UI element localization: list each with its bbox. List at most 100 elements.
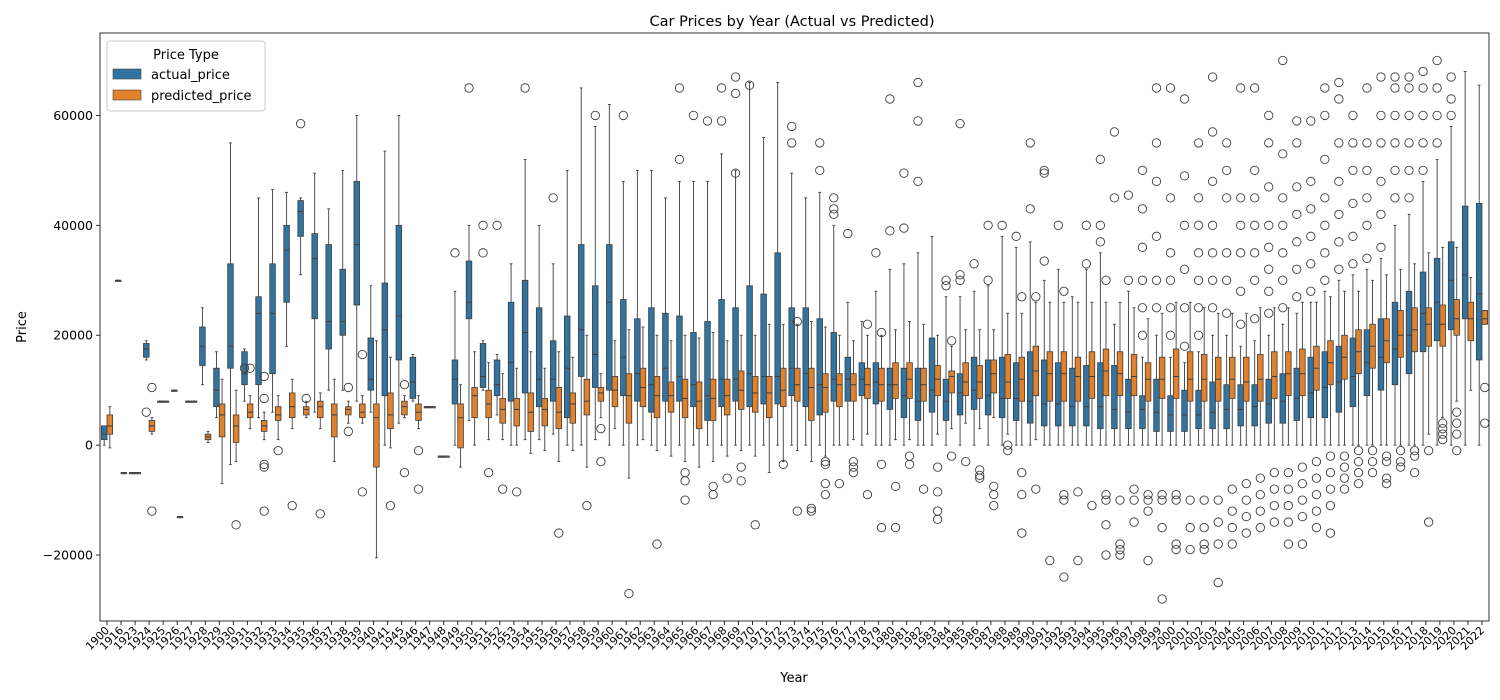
outlier-point [1129, 517, 1139, 527]
box-predicted_price-2000 [1171, 301, 1181, 555]
box-body [1243, 356, 1250, 402]
box-body [928, 337, 936, 413]
box-predicted_price-1946 [413, 395, 424, 494]
outlier-point [1179, 341, 1190, 351]
box-body [752, 376, 759, 413]
box-body [479, 343, 487, 388]
outlier-point [1025, 138, 1035, 148]
box-predicted_price-1971 [766, 323, 773, 474]
outlier-point [1339, 462, 1350, 472]
box-body [690, 332, 697, 408]
box-predicted_price-1931 [245, 363, 255, 430]
box-predicted_price-1949 [457, 384, 464, 468]
outlier-point [1404, 83, 1414, 93]
outlier-point [1438, 424, 1448, 434]
box-predicted_price-1947 [429, 406, 436, 409]
outlier-point [1367, 445, 1378, 456]
outlier-point [1137, 275, 1148, 285]
outlier-point [1348, 231, 1358, 241]
box-predicted_price-1970 [750, 334, 760, 530]
outlier-point [750, 520, 760, 530]
outlier-point [1221, 248, 1232, 258]
outlier-point [941, 281, 951, 291]
legend-title: Price Type [153, 48, 219, 63]
legend-swatch-predicted-price [112, 89, 142, 101]
box-predicted_price-1937 [331, 378, 338, 463]
box-actual_price-2021 [1461, 71, 1469, 446]
box-body [1069, 367, 1076, 427]
outlier-point [1109, 193, 1120, 203]
outlier-point [1193, 248, 1204, 258]
outlier-point [1241, 511, 1251, 522]
outlier-point [1101, 550, 1111, 560]
box-actual_price-1938 [339, 169, 346, 391]
outlier-point [1221, 308, 1232, 318]
box-predicted_price-1940 [373, 340, 380, 559]
y-tick-label: 60000 [53, 108, 93, 123]
outlier-point [1179, 220, 1190, 230]
box-actual_price-1986 [969, 259, 979, 446]
box-body [569, 392, 577, 424]
box-predicted_price-1926 [176, 516, 184, 519]
box-predicted_price-1983 [932, 334, 943, 524]
outlier-point [1157, 489, 1167, 500]
box-predicted_price-1936 [315, 392, 325, 519]
outlier-point [1250, 165, 1260, 176]
outlier-point [1367, 467, 1378, 478]
outlier-point [862, 319, 873, 329]
box-predicted_price-1997 [1129, 307, 1139, 527]
box-body [760, 293, 767, 405]
outlier-point [1348, 259, 1358, 269]
outlier-point [955, 119, 965, 129]
outlier-point [1171, 495, 1181, 505]
outlier-point [492, 220, 502, 230]
box-predicted_price-1979 [876, 327, 887, 533]
outlier-point [287, 500, 297, 511]
outlier-point [918, 484, 929, 494]
box-predicted_price-1966 [695, 337, 703, 468]
outlier-point [1011, 231, 1021, 241]
box-body [1125, 378, 1132, 430]
box-body [255, 296, 262, 386]
outlier-point [730, 72, 741, 82]
outlier-point [1325, 500, 1336, 511]
box-predicted_price-2018 [1424, 252, 1434, 527]
outlier-point [1362, 165, 1372, 176]
outlier-point [932, 462, 943, 472]
box-body [227, 263, 234, 369]
outlier-point [1193, 138, 1204, 148]
outlier-point [1418, 138, 1428, 148]
outlier-point [1320, 248, 1330, 258]
box-body [1158, 356, 1166, 399]
outlier-point [1292, 182, 1302, 192]
box-actual_price-2014 [1362, 83, 1372, 446]
box-predicted_price-1958 [582, 334, 592, 511]
outlier-point [1236, 248, 1246, 258]
box-body [1481, 310, 1488, 325]
box-body [802, 307, 809, 408]
box-actual_price-1975 [815, 138, 825, 446]
box-body [704, 321, 711, 421]
outlier-point [1207, 72, 1218, 82]
box-actual_price-2005 [1236, 83, 1246, 446]
box-predicted_price-1916 [120, 472, 128, 475]
box-actual_price-1967 [702, 116, 713, 446]
box-predicted_price-1928 [204, 430, 212, 443]
outlier-point [1320, 193, 1330, 203]
box-body [1195, 389, 1202, 430]
box-actual_price-1995 [1095, 154, 1106, 446]
outlier-point [1362, 220, 1372, 230]
box-predicted_price-1932 [259, 371, 269, 516]
box-predicted_price-2001 [1185, 301, 1195, 555]
outlier-point [1438, 418, 1448, 428]
box-actual_price-1940 [367, 285, 374, 413]
legend-label-actual-price: actual_price [151, 68, 230, 83]
outlier-point [1264, 110, 1274, 121]
outlier-point [1353, 478, 1364, 489]
box-body [1377, 318, 1385, 391]
box-predicted_price-1989 [1017, 292, 1027, 538]
outlier-point [1143, 506, 1153, 516]
outlier-point [787, 121, 797, 132]
box-actual_price-1927 [185, 400, 192, 403]
outlier-point [1311, 522, 1322, 533]
